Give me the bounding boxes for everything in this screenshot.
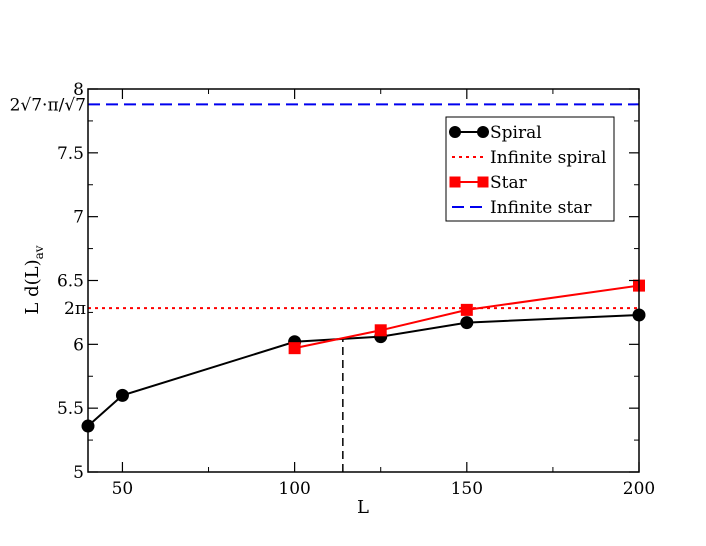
x-tick-label-3: 200	[623, 479, 655, 499]
marks-layer	[81, 103, 646, 472]
x-axis-label: L	[357, 497, 369, 518]
legend-label-1: Infinite spiral	[490, 148, 606, 168]
series-line-2	[294, 284, 640, 350]
legend: Spiral Infinite spiral Star Infinite star	[445, 116, 615, 222]
x-tick-label-1: 100	[278, 479, 310, 499]
legend-marker-2-1	[477, 176, 489, 188]
y-tick-label-2: 6	[73, 335, 84, 355]
series-line-0	[87, 313, 640, 427]
ticks-layer: 50 100 150 200 5 5.5 6 6.5 7 7.5 8 2π 2√7·π/√7	[10, 80, 656, 499]
legend-marker-2-0	[449, 176, 461, 188]
series-2-point-1	[374, 324, 387, 337]
legend-label-2: Star	[490, 173, 528, 193]
series-2-point-2	[460, 303, 473, 316]
legend-marker-0-1	[477, 126, 489, 138]
y-tick-label-0: 5	[73, 463, 84, 483]
y-tick-label-6: 8	[73, 80, 84, 100]
series-0-point-4	[460, 316, 474, 330]
series-0-point-1	[115, 388, 129, 402]
y-tick-label-4: 7	[73, 208, 84, 228]
y-tick-label-1: 5.5	[57, 399, 84, 419]
y-axis-label-main: L d(L)	[22, 259, 43, 314]
legend-label-3: Infinite star	[490, 198, 592, 218]
series-2-point-0	[288, 342, 301, 355]
x-tick-label-0: 50	[112, 479, 134, 499]
y-tick-label-5: 7.5	[57, 144, 84, 164]
svg-text:L d(L)av: L d(L)av	[22, 245, 46, 314]
y-tick-label-3: 6.5	[57, 272, 84, 292]
legend-box	[445, 116, 615, 222]
special-y-label-0: 2π	[64, 299, 86, 319]
y-axis-label-subscript: av	[32, 245, 46, 259]
legend-marker-0-0	[449, 126, 461, 138]
legend-label-0: Spiral	[490, 123, 542, 143]
special-y-label-1: 2√7·π/√7	[10, 95, 86, 115]
x-tick-label-2: 150	[451, 479, 483, 499]
y-axis-label: L d(L)av	[22, 245, 46, 314]
